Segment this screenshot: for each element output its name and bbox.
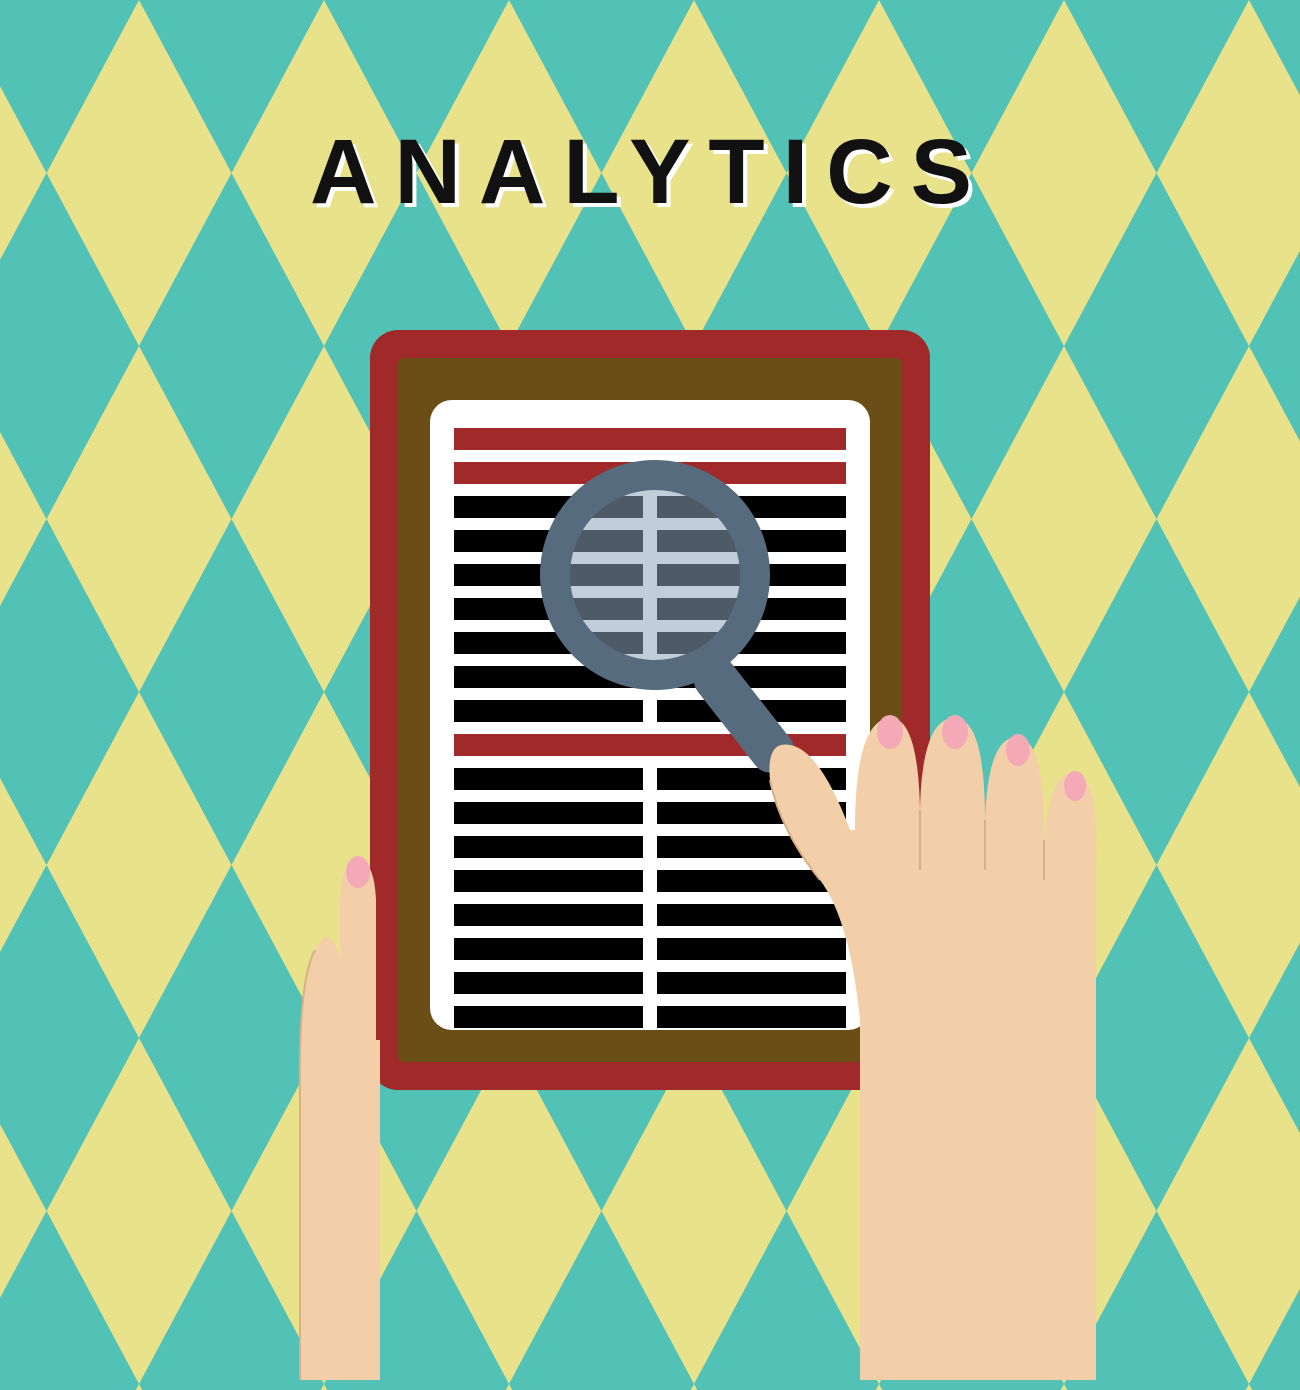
document-line <box>454 904 643 926</box>
document-line <box>454 836 643 858</box>
document-line <box>454 972 643 994</box>
document-line <box>454 1006 643 1028</box>
right-hand-icon <box>760 660 1180 1380</box>
document-line <box>454 870 643 892</box>
left-hand-icon <box>230 820 440 1380</box>
document-line <box>454 938 643 960</box>
magnifier-lens <box>540 460 770 690</box>
document-line <box>454 768 643 790</box>
document-line <box>454 428 846 450</box>
document-line <box>454 802 643 824</box>
page-title: ANALYTICS <box>310 120 990 225</box>
